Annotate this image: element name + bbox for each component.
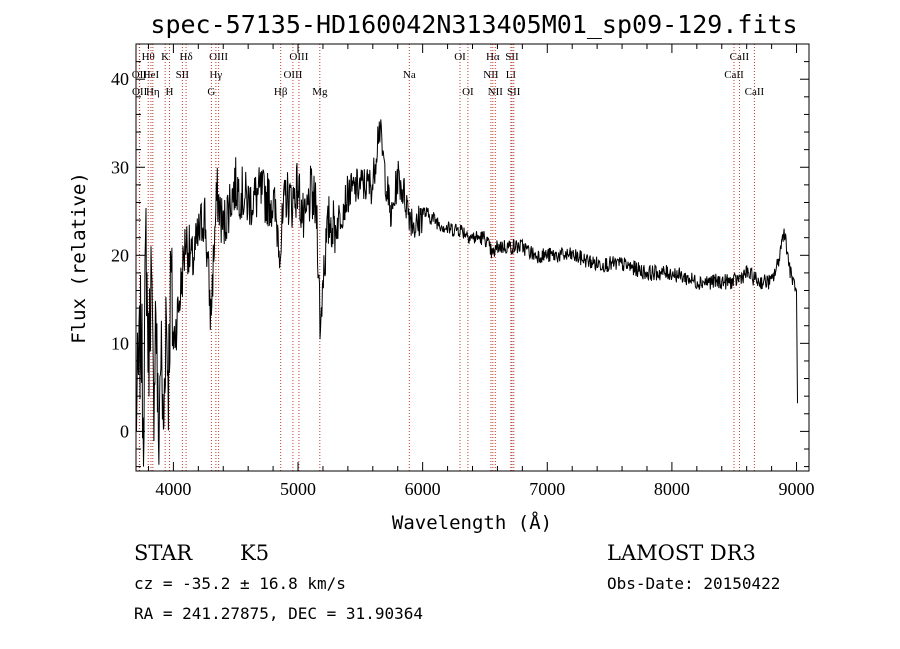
line-marker-label-0: Hθ [142, 51, 155, 63]
line-marker-label-15: Mg [312, 86, 328, 98]
line-marker-label-22: LI [506, 69, 517, 81]
line-marker-label-3: HeI [143, 69, 160, 81]
chart-title: spec-57135-HD160042N313405M01_sp09-129.f… [150, 10, 797, 39]
x-axis: 4000 5000 6000 7000 8000 9000 [147, 44, 815, 499]
object-class: STAR [134, 541, 193, 565]
coordinates-readout: RA = 241.27875, DEC = 31.90364 [134, 604, 423, 623]
line-marker-label-27: CaII [745, 86, 765, 98]
line-marker-label-21: NII [483, 69, 499, 81]
line-marker-label-12: Hβ [274, 86, 288, 98]
line-marker-label-14: OIII [283, 69, 302, 81]
plot-frame [135, 43, 810, 472]
observation-date: Obs-Date: 20150422 [607, 574, 780, 593]
y-axis: 0 10 20 30 40 [111, 43, 809, 468]
x-tick-label-3: 7000 [529, 479, 565, 499]
line-marker-label-20: SII [505, 51, 519, 63]
object-subclass: K5 [240, 541, 269, 565]
line-marker-label-11: G [207, 86, 215, 98]
x-axis-label: Wavelength (Å) [392, 511, 552, 534]
x-tick-label-4: 8000 [654, 479, 690, 499]
survey-name: LAMOST DR3 [607, 541, 756, 565]
line-marker-label-24: SII [507, 86, 521, 98]
line-marker-label-10: Hγ [209, 69, 222, 81]
line-marker-label-19: Hα [486, 51, 500, 63]
line-marker-label-7: H [166, 86, 174, 98]
line-marker-label-5: K [161, 51, 169, 63]
spectrum-series [135, 119, 798, 467]
x-tick-label-5: 9000 [779, 479, 815, 499]
line-marker-label-13: OIII [289, 51, 308, 63]
line-marker-label-4: Hη [146, 86, 160, 98]
line-marker-label-9: OIII [209, 51, 228, 63]
line-marker-label-26: CaII [724, 69, 744, 81]
line-marker-label-17: OI [454, 51, 466, 63]
y-tick-label-2: 20 [111, 245, 129, 265]
x-tick-label-0: 4000 [155, 479, 191, 499]
y-tick-label-1: 10 [111, 333, 129, 353]
x-tick-label-1: 5000 [280, 479, 316, 499]
spectrum-line [135, 119, 798, 467]
y-tick-label-0: 0 [120, 421, 129, 441]
line-marker-label-23: NII [488, 86, 504, 98]
y-tick-label-3: 30 [111, 157, 129, 177]
redshift-readout: cz = -35.2 ± 16.8 km/s [134, 574, 346, 593]
line-marker-label-25: CaII [730, 51, 750, 63]
y-axis-label: Flux (relative) [68, 172, 90, 344]
line-marker-label-6: SII [176, 69, 190, 81]
y-tick-label-4: 40 [111, 69, 129, 89]
line-marker-label-8: Hδ [180, 51, 193, 63]
line-marker-label-16: Na [403, 69, 416, 81]
line-marker-label-18: OI [462, 86, 474, 98]
x-tick-label-2: 6000 [405, 479, 441, 499]
